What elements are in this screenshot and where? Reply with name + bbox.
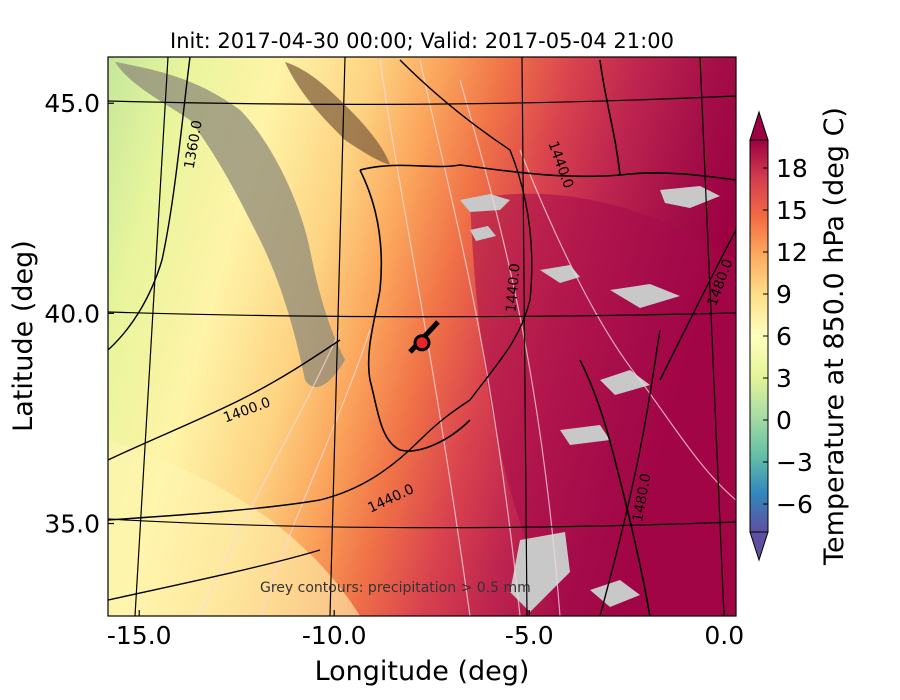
height-contour-1480-east bbox=[659, 229, 736, 381]
x-tick-label: -5.0 bbox=[505, 621, 554, 650]
meridian-minus10 bbox=[329, 57, 346, 616]
y-tick-label: 35.0 bbox=[44, 510, 100, 539]
height-contours bbox=[108, 57, 736, 616]
height-contour-1440-north bbox=[399, 59, 533, 401]
coastline-east bbox=[579, 359, 651, 616]
parallel-40 bbox=[108, 311, 736, 318]
map-panel: 1360.01400.01440.01440.01440.01480.01480… bbox=[108, 57, 736, 616]
warm-core bbox=[470, 193, 736, 616]
colorbar-tick-label: 12 bbox=[776, 238, 808, 267]
height-contour-1440-south bbox=[108, 399, 471, 521]
coastline-north bbox=[599, 59, 621, 176]
meridian-0 bbox=[699, 57, 725, 616]
contour-label: 1440.0 bbox=[503, 263, 523, 313]
height-contour-1360 bbox=[108, 57, 191, 351]
axes-frame bbox=[107, 56, 737, 617]
colorbar-tick-label: 0 bbox=[776, 406, 792, 435]
cool-region-southwest bbox=[108, 440, 360, 616]
x-tick-label: 0.0 bbox=[704, 621, 744, 650]
y-axis-label: Latitude (deg) bbox=[8, 240, 39, 432]
colorbar: 18 15 12 9 6 3 0 −3 −6 Temperature at 850.0 hPa … bbox=[749, 107, 850, 566]
x-axis-ticks: -15.0 -10.0 -5.0 0.0 bbox=[107, 610, 744, 650]
meridian-minus5 bbox=[521, 57, 528, 616]
isotherm-lines bbox=[199, 59, 736, 616]
graticule bbox=[108, 57, 736, 616]
meridian-minus15 bbox=[134, 57, 169, 616]
coastlines bbox=[359, 59, 736, 616]
x-tick-label: -10.0 bbox=[302, 621, 367, 650]
plot-title: Init: 2017-04-30 00:00; Valid: 2017-05-0… bbox=[170, 29, 674, 53]
y-tick-label: 45.0 bbox=[44, 89, 100, 118]
height-contour-extra bbox=[108, 549, 321, 601]
y-tick-label: 40.0 bbox=[44, 299, 100, 328]
x-tick-label: -15.0 bbox=[107, 621, 172, 650]
parallel-45 bbox=[108, 95, 736, 105]
colorbar-tick-label: 3 bbox=[776, 364, 792, 393]
coastline-iberia-west bbox=[359, 169, 471, 452]
x-axis-label: Longitude (deg) bbox=[315, 656, 530, 687]
colorbar-tick-label: −3 bbox=[776, 448, 813, 477]
colorbar-ticks: 18 15 12 9 6 3 0 −3 −6 bbox=[763, 154, 813, 519]
colorbar-label: Temperature at 850.0 hPa (deg C) bbox=[819, 107, 850, 566]
y-axis-ticks: 35.0 40.0 45.0 bbox=[44, 89, 114, 539]
site-marker bbox=[408, 320, 440, 354]
colorbar-tick-label: 15 bbox=[776, 196, 808, 225]
colorbar-min-extension bbox=[749, 531, 769, 562]
colorbar-tick-label: 18 bbox=[776, 154, 808, 183]
colorbar-tick-label: 9 bbox=[776, 280, 792, 309]
site-marker-dot bbox=[413, 334, 431, 352]
colorbar-tick-label: 6 bbox=[776, 322, 792, 351]
colorbar-max-extension bbox=[749, 110, 769, 141]
precipitation-note: Grey contours: precipitation > 0.5 mm bbox=[260, 580, 531, 596]
border-portugal-spain bbox=[359, 164, 736, 181]
mountain-relief-north bbox=[285, 62, 390, 165]
mountain-relief bbox=[115, 62, 345, 388]
colorbar-tick-label: −6 bbox=[776, 490, 813, 519]
height-contour-1480-south bbox=[599, 329, 661, 616]
parallel-35 bbox=[108, 518, 736, 529]
